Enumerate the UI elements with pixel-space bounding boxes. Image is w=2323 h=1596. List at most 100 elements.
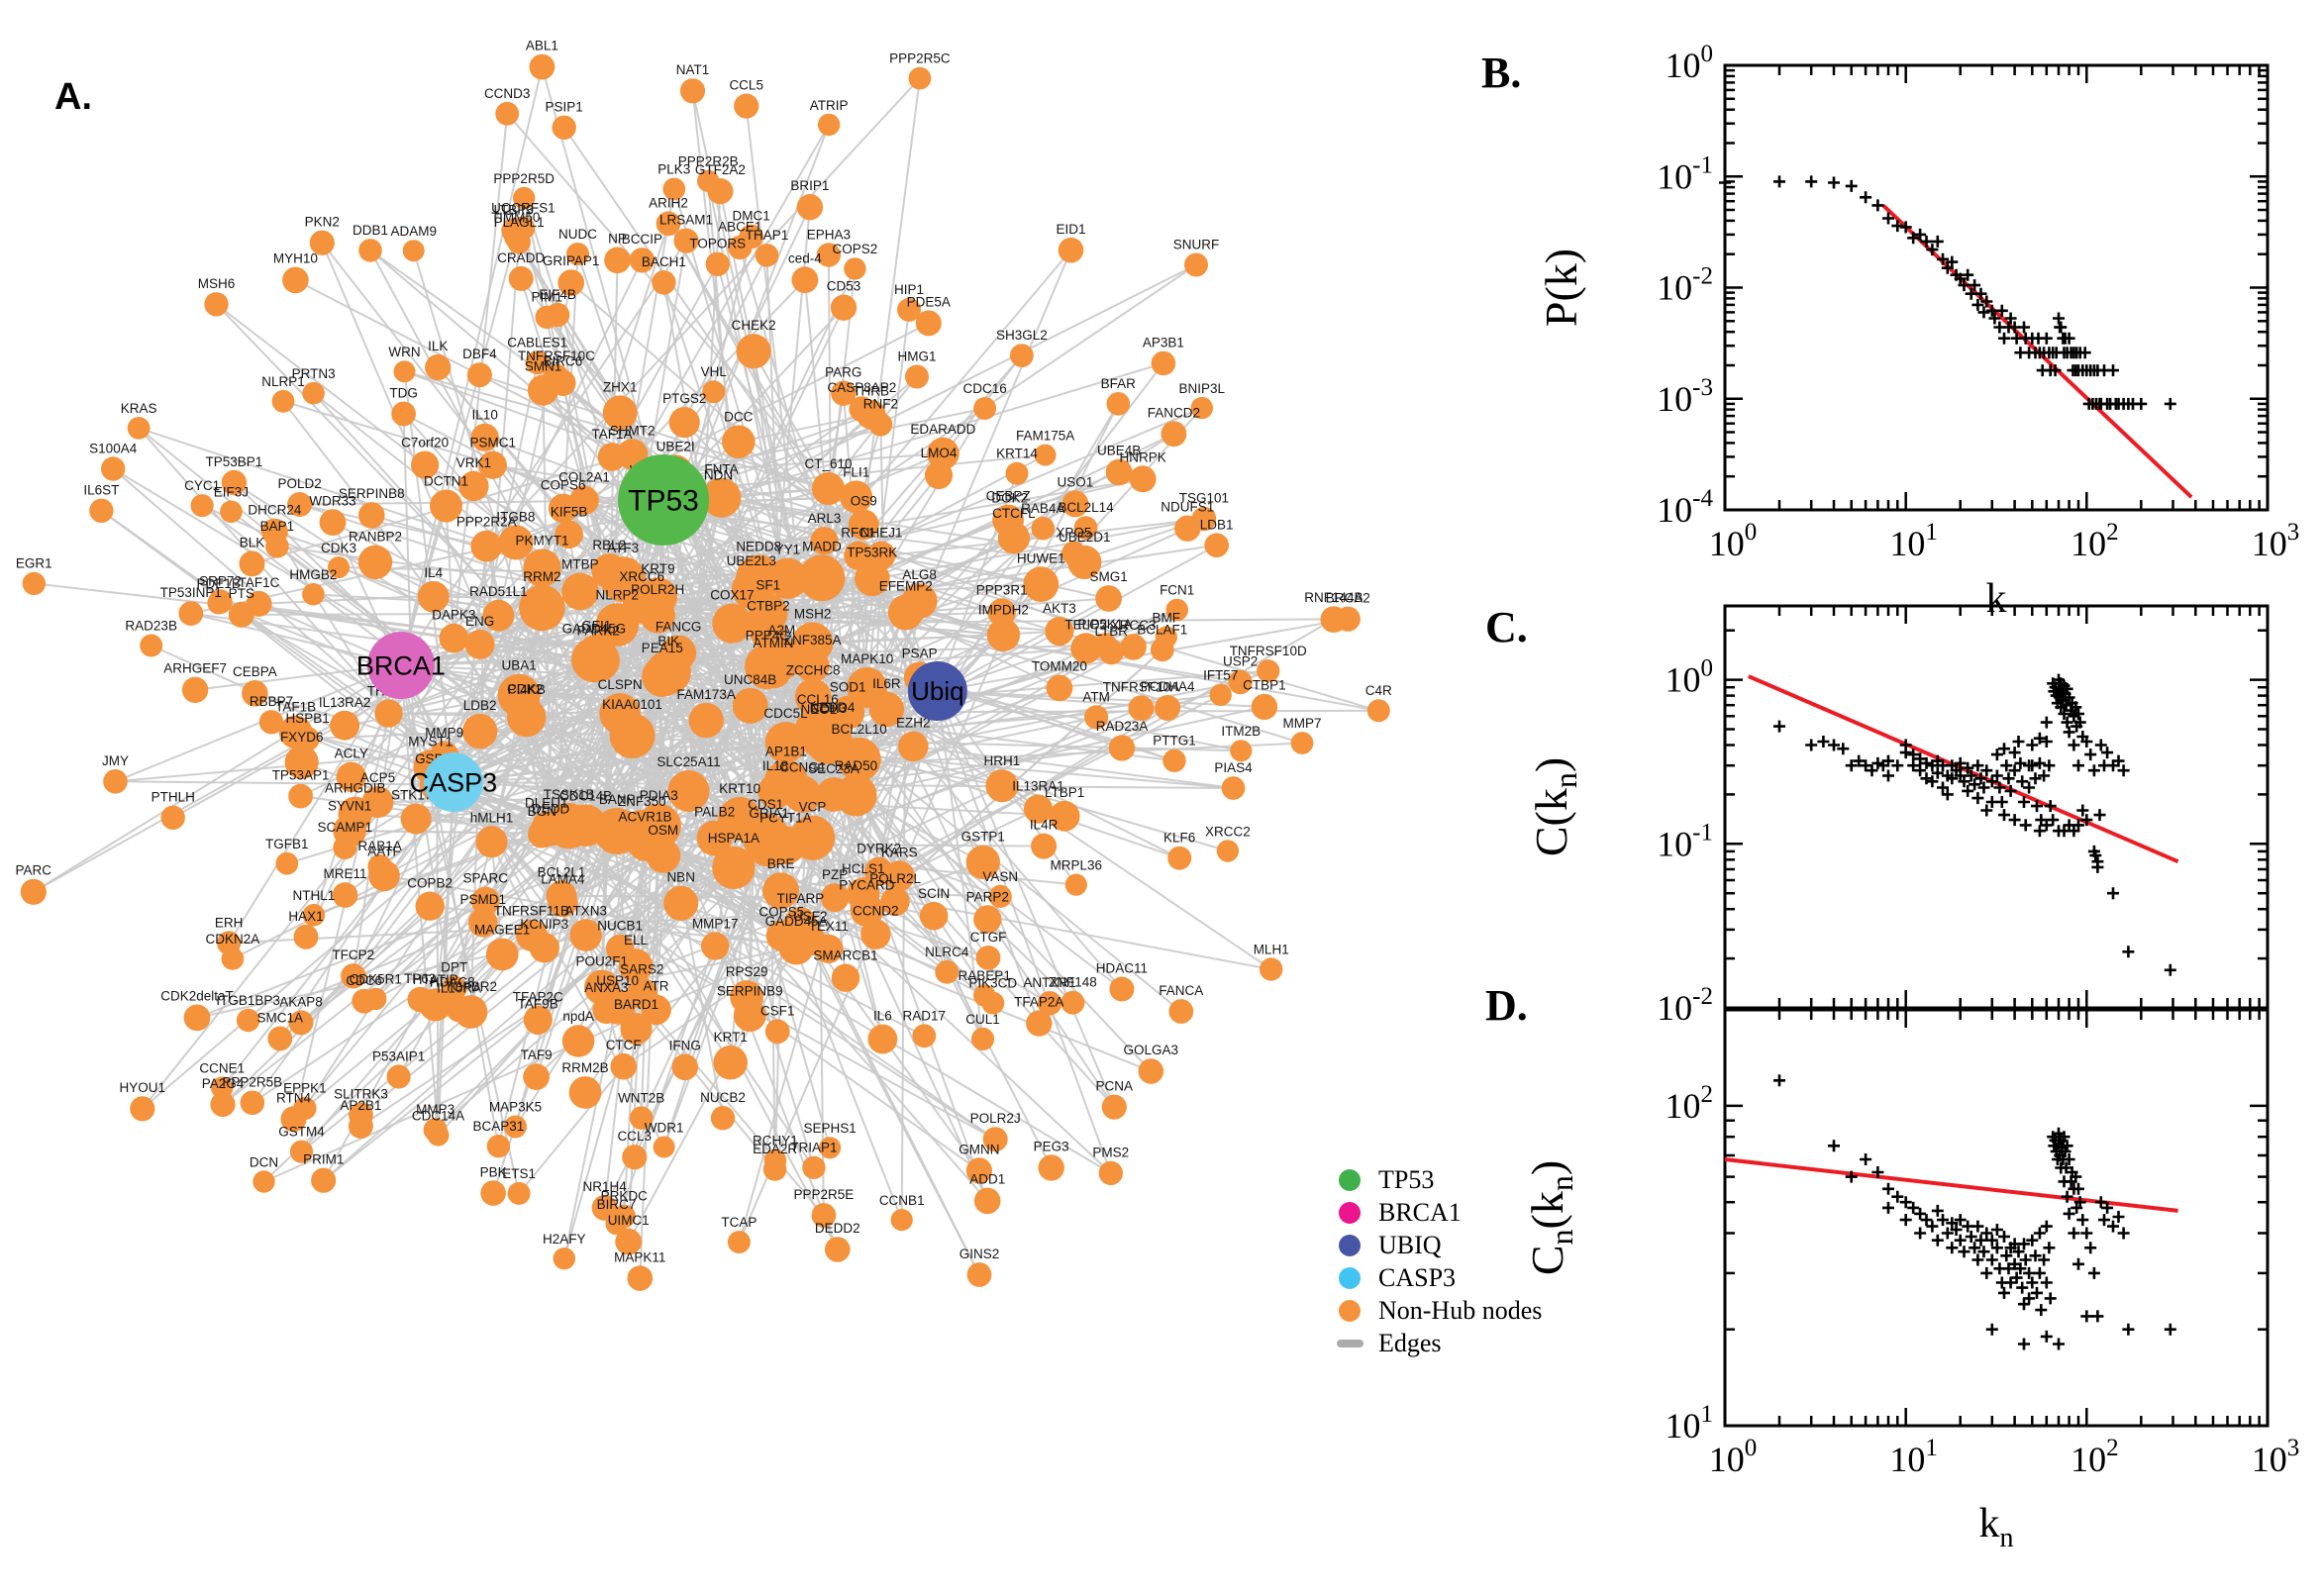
network-node-label: PSMD1 <box>460 892 507 907</box>
network-node-label: BIRC6 <box>544 354 583 369</box>
network-node <box>374 699 403 728</box>
network-node <box>523 1005 553 1035</box>
network-node <box>705 251 730 276</box>
network-node-label: VRK1 <box>456 455 491 470</box>
data-point-plus <box>1837 743 1850 755</box>
network-node <box>358 502 385 529</box>
network-node <box>880 886 910 917</box>
edge <box>299 499 664 506</box>
network-node <box>1026 1010 1053 1037</box>
data-point-plus <box>2033 825 2046 838</box>
network-node <box>1184 252 1208 277</box>
network-node-label: BRIP1 <box>790 178 829 193</box>
network-node-label: CDC16 <box>962 381 1006 396</box>
network-node <box>546 880 577 912</box>
network-node-label: CDK2 <box>507 682 543 697</box>
network-node <box>302 582 325 606</box>
network-node-label: MRPL36 <box>1051 858 1103 873</box>
network-node-label: NLRP2 <box>596 587 640 602</box>
data-point-plus <box>1773 1074 1785 1087</box>
network-node <box>1209 683 1232 706</box>
network-node-label: GFI1 <box>581 618 611 633</box>
network-node <box>653 1136 675 1158</box>
network-node-label: NDUFS1 <box>1161 500 1214 515</box>
data-point-plus <box>2018 1338 2030 1350</box>
network-node-label: PPP2R5D <box>493 171 555 186</box>
data-point-plus <box>2072 1257 2084 1270</box>
network-node-label: SLC25A11 <box>656 754 720 769</box>
network-node <box>1120 634 1147 660</box>
network-node-label: WDR1 <box>645 1121 684 1136</box>
panel-b-label: B. <box>1481 49 1521 97</box>
data-point-plus <box>1882 212 1894 225</box>
network-node-label: TAF1A <box>591 427 632 442</box>
edge <box>937 609 1178 692</box>
network-node <box>464 629 495 659</box>
data-point-plus <box>1899 739 1912 751</box>
network-node <box>673 228 699 253</box>
network-node-label: BFAR <box>1101 376 1137 391</box>
data-point-plus <box>2008 747 2021 759</box>
y-tick-label: 101 <box>1666 1401 1714 1446</box>
network-node-label: DAPK3 <box>432 608 475 623</box>
edge <box>885 708 1272 970</box>
network-node-label: PARG <box>825 365 861 380</box>
network-node <box>1230 740 1253 762</box>
network-node-label: OS9 <box>851 494 877 509</box>
network-node <box>758 773 793 810</box>
network-node <box>973 397 997 420</box>
network-node-label: XRCC6 <box>619 569 664 584</box>
network-node-label: PBK <box>480 1164 507 1179</box>
data-point-plus <box>1971 298 1984 311</box>
edge <box>657 825 988 1202</box>
edge <box>550 591 581 833</box>
network-node <box>1108 735 1136 761</box>
network-node <box>103 769 128 794</box>
edge <box>732 618 1349 625</box>
network-panel: USF2 CDC6 COPS6 COPS2 COPS5 BCCIP CCNB1 CDK3 CCN… <box>16 39 1392 1291</box>
network-node-label: TSG101 <box>1179 491 1229 506</box>
edge <box>282 400 528 719</box>
network-node-label: UIMC1 <box>608 1213 650 1228</box>
edge <box>353 658 595 977</box>
data-point-plus <box>2012 736 2025 748</box>
network-node <box>850 893 884 927</box>
edge <box>936 690 984 1040</box>
network-node <box>602 395 638 431</box>
network-node-label: ITGB1BP3 <box>216 993 280 1008</box>
network-node-label: BCAP31 <box>473 1119 525 1134</box>
network-node <box>848 509 879 541</box>
network-node-label: EGR1 <box>16 556 52 571</box>
data-point-plus <box>2107 364 2119 377</box>
edge <box>172 590 581 819</box>
network-node-label: KCNIP3 <box>520 917 568 932</box>
network-node-label: IL4 <box>424 565 443 580</box>
network-node <box>485 938 519 971</box>
plot-ticks <box>1725 1010 2268 1426</box>
network-node-label: FXYD6 <box>280 730 324 745</box>
network-node-label: ITGB8 <box>496 509 535 524</box>
data-point-plus <box>2080 736 2093 748</box>
network-node <box>101 456 126 481</box>
data-point-plus <box>1773 175 1785 188</box>
data-point-plus <box>2019 819 2032 832</box>
network-node <box>535 305 558 330</box>
x-tick-label: 103 <box>2252 519 2300 563</box>
data-point-plus <box>1882 1182 1894 1195</box>
data-point-plus <box>1907 759 1920 772</box>
network-node <box>610 1052 637 1080</box>
network-node <box>333 814 366 848</box>
data-point-plus <box>1860 759 1872 772</box>
data-point-plus <box>2080 814 2093 827</box>
x-tick-label: 101 <box>1889 1435 1938 1479</box>
network-node-label: ELL <box>624 933 649 948</box>
network-node-label: FAM173A <box>677 687 736 702</box>
network-node-label: MYST1 <box>408 734 453 748</box>
network-node-label: AATF <box>367 845 401 859</box>
network-node <box>1101 1094 1127 1120</box>
legend-dot-icon <box>1339 1202 1361 1224</box>
network-node-label: NLRP1 <box>261 374 305 389</box>
network-node-label: ILK <box>428 339 448 353</box>
network-node <box>160 805 185 830</box>
network-node <box>642 655 683 698</box>
